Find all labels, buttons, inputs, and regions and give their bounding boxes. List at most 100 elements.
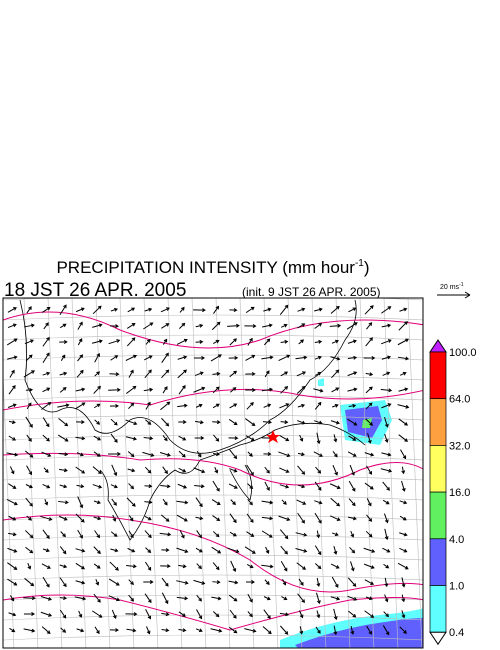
wind-arrow [44,499,49,506]
isobars [3,311,423,631]
wind-arrow [160,484,171,489]
wind-arrow [282,579,287,586]
wind-arrow [144,561,152,571]
wind-arrow [330,420,340,425]
wind-arrow [8,435,17,441]
wind-arrow [91,610,103,618]
wind-arrow [196,563,202,570]
wind-arrow [41,307,51,313]
wind-arrow [160,401,171,411]
wind-arrow [347,371,358,377]
wind-arrow [382,499,390,505]
wind-arrow [278,451,291,458]
wind-arrow [263,452,272,457]
wind-arrow [314,339,323,344]
wind-arrow [58,515,68,521]
wind-arrow [331,339,339,344]
meridian [71,298,87,648]
wind-arrow [93,563,101,569]
wind-arrow [93,385,101,394]
colorbar-label: 64.0 [449,394,470,406]
wind-arrow [9,627,16,633]
wind-arrow [160,564,171,569]
wind-arrow [59,339,68,344]
title-sup: -1 [355,258,364,269]
wind-arrow [161,577,169,587]
wind-arrow [397,356,410,361]
wind-arrow [94,371,101,377]
wind-arrow [398,418,409,426]
wind-arrow [384,528,389,541]
wind-arrow [125,612,138,617]
wind-arrow [229,403,238,409]
wind-arrow [212,420,221,425]
wind-arrow [380,339,392,345]
wind-arrow [247,593,253,603]
wind-arrow [246,563,254,569]
wind-arrow [365,402,373,410]
wind-arrow [161,612,170,617]
wind-scale-head [464,291,471,299]
wind-arrow [279,435,290,442]
colorbar-over [429,339,447,353]
wind-arrow [331,576,339,588]
wind-arrow [42,434,50,442]
wind-arrow [299,434,304,442]
wind-arrow [333,625,338,636]
wind-arrow [57,403,70,408]
wind-arrow [24,577,35,587]
wind-arrow [229,626,238,634]
wind-arrow [347,577,357,587]
wind-arrow [213,434,220,442]
wind-arrow [297,323,306,329]
wind-arrow [91,339,103,344]
wind-arrow [363,547,376,553]
wind-arrow [383,611,390,618]
wind-arrow [348,307,357,313]
wind-arrow [261,530,273,538]
wind-arrow [193,579,206,585]
wind-arrow [7,578,18,586]
wind-arrow [40,595,52,601]
wind-arrow [383,563,390,569]
wind-arrow [176,500,189,505]
wind-arrow [144,307,153,312]
wind-arrow [245,435,255,441]
parallel [3,394,423,401]
wind-arrow [194,436,205,440]
wind-arrow [110,484,118,489]
wind-arrow [59,387,67,393]
isobar [3,514,423,593]
wind-arrow [109,372,120,377]
wind-arrow [315,371,322,376]
wind-arrow [24,323,35,328]
wind-arrow [9,595,15,602]
wind-arrow [75,436,86,441]
wind-arrow [366,322,373,330]
colorbar-under [429,631,447,646]
wind-arrow [228,436,239,441]
wind-arrow [179,530,185,539]
wind-arrow [161,628,170,633]
wind-arrow [384,417,389,428]
wind-arrow [347,387,358,392]
wind-arrow [329,515,341,522]
wind-arrow [227,323,240,328]
wind-arrow [145,419,152,425]
wind-arrow [110,548,119,553]
wind-arrow [94,352,100,363]
wind-arrow [314,401,322,410]
wind-arrow [143,436,154,441]
wind-arrow [279,625,289,635]
wind-arrow [26,434,32,442]
wind-arrow [281,499,287,505]
wind-arrow [23,612,36,616]
wind-arrow [230,387,237,393]
wind-arrow [281,596,288,601]
wind-arrow [92,466,102,475]
wind-arrow [77,529,83,539]
wind-arrow [330,596,341,601]
wind-arrow [128,515,134,522]
wind-arrow [210,628,223,633]
